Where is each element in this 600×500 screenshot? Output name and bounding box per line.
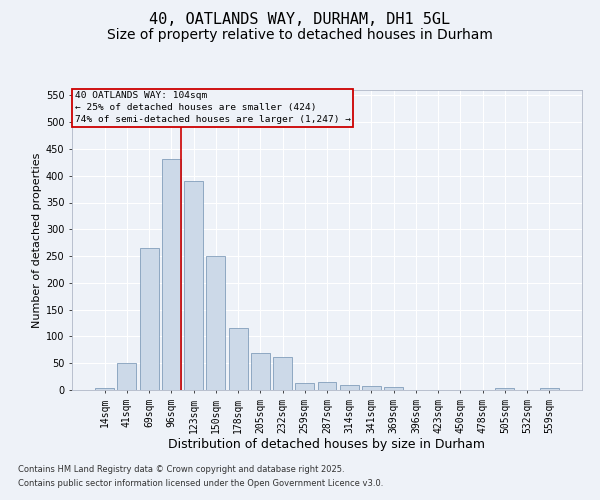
Bar bbox=[184, 181, 203, 390]
Y-axis label: Number of detached properties: Number of detached properties bbox=[32, 152, 41, 328]
Bar bbox=[118, 363, 136, 390]
Bar bbox=[206, 256, 225, 390]
Bar bbox=[140, 248, 158, 390]
Text: Size of property relative to detached houses in Durham: Size of property relative to detached ho… bbox=[107, 28, 493, 42]
Bar bbox=[317, 382, 337, 390]
Bar bbox=[384, 387, 403, 390]
Text: 40 OATLANDS WAY: 104sqm
← 25% of detached houses are smaller (424)
74% of semi-d: 40 OATLANDS WAY: 104sqm ← 25% of detache… bbox=[74, 92, 350, 124]
Text: 40, OATLANDS WAY, DURHAM, DH1 5GL: 40, OATLANDS WAY, DURHAM, DH1 5GL bbox=[149, 12, 451, 28]
Bar bbox=[362, 386, 381, 390]
Bar bbox=[496, 388, 514, 390]
Bar bbox=[95, 388, 114, 390]
Text: Contains HM Land Registry data © Crown copyright and database right 2025.: Contains HM Land Registry data © Crown c… bbox=[18, 466, 344, 474]
X-axis label: Distribution of detached houses by size in Durham: Distribution of detached houses by size … bbox=[169, 438, 485, 452]
Bar bbox=[273, 357, 292, 390]
Bar bbox=[540, 388, 559, 390]
Bar bbox=[295, 383, 314, 390]
Bar bbox=[162, 158, 181, 390]
Bar bbox=[251, 352, 270, 390]
Text: Contains public sector information licensed under the Open Government Licence v3: Contains public sector information licen… bbox=[18, 479, 383, 488]
Bar bbox=[340, 384, 359, 390]
Bar bbox=[229, 328, 248, 390]
